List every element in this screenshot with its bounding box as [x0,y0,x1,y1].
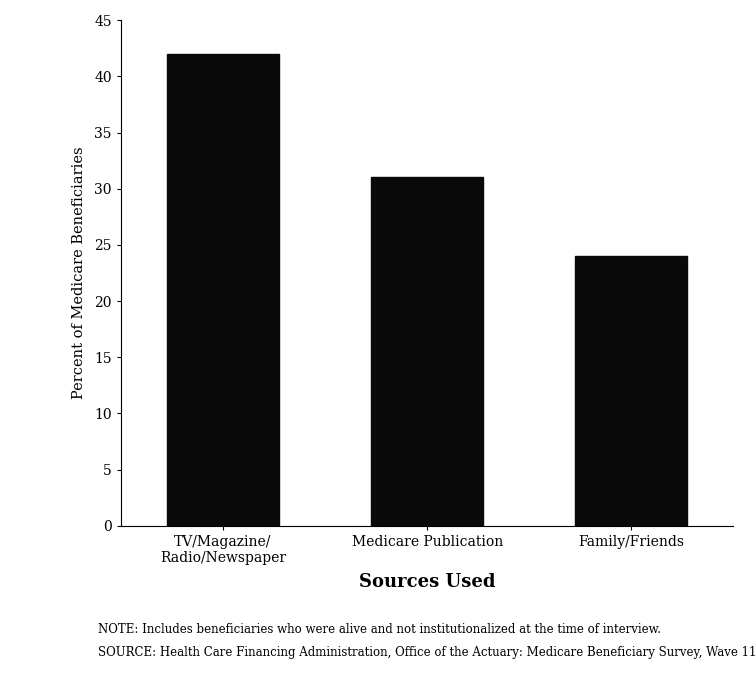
Bar [575,256,687,526]
X-axis label: Sources Used: Sources Used [359,574,495,591]
Bar [167,54,279,526]
Text: NOTE: Includes beneficiaries who were alive and not institutionalized at the tim: NOTE: Includes beneficiaries who were al… [98,623,662,636]
Bar [371,177,483,526]
Y-axis label: Percent of Medicare Beneficiaries: Percent of Medicare Beneficiaries [72,147,86,399]
Text: SOURCE: Health Care Financing Administration, Office of the Actuary: Medicare Be: SOURCE: Health Care Financing Administra… [98,646,756,658]
